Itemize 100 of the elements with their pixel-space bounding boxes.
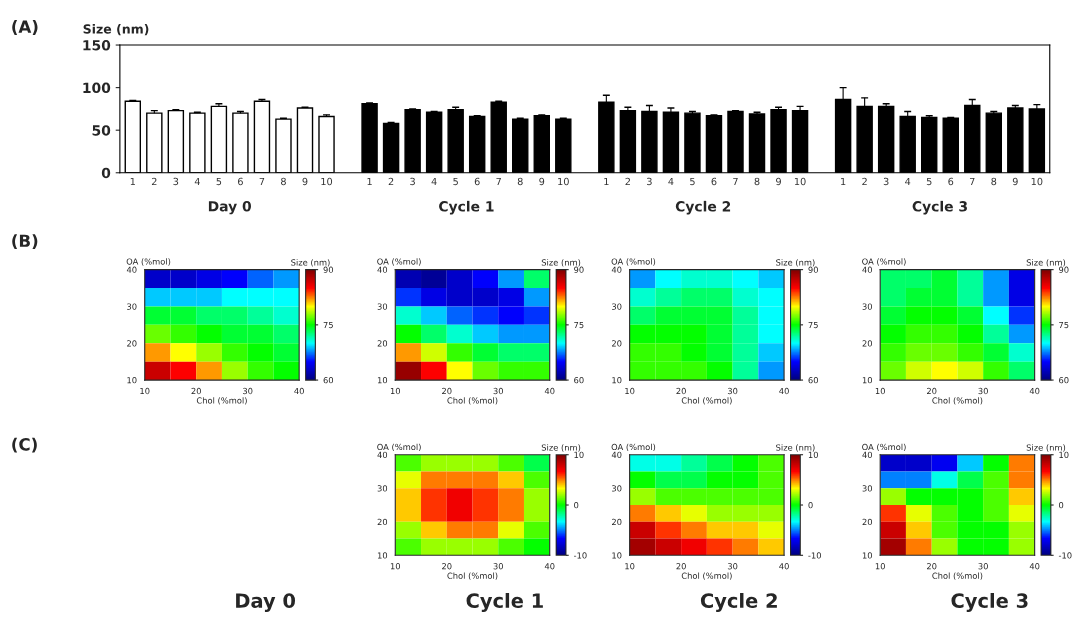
y-tick-label: 10	[377, 377, 388, 384]
x-tick-label: 40	[779, 563, 789, 570]
x-tick-label: 10	[875, 387, 885, 395]
x-tick-label: 40	[779, 387, 789, 395]
x-tick-label: 4	[905, 177, 911, 186]
y-axis-title: OA (%mol)	[377, 443, 421, 452]
x-tick-label: 2	[862, 177, 867, 186]
x-tick-label: 10	[558, 177, 569, 186]
x-tick-label: 8	[281, 177, 286, 186]
x-tick-label: 40	[544, 563, 555, 570]
x-tick-label: 6	[948, 177, 954, 186]
color-bar-label: -10	[808, 552, 821, 559]
y-tick-label: 40	[611, 451, 622, 459]
x-tick-label: 2	[151, 177, 157, 186]
x-tick-label: 20	[442, 387, 452, 395]
text: (C)	[12, 437, 37, 453]
text: Day 0	[236, 593, 296, 612]
x-tick-label: 10	[625, 387, 635, 395]
x-tick-label: 5	[926, 177, 932, 186]
x-tick-label: 7	[259, 177, 265, 186]
x-tick-label: 1	[841, 177, 846, 186]
color-bar-title: Size (nm)	[541, 259, 581, 267]
x-tick-label: 10	[140, 387, 150, 395]
x-tick-label: 9	[1012, 177, 1018, 186]
color-bar-label: 75	[1059, 321, 1069, 329]
color-bar-label: -10	[1058, 552, 1072, 559]
y-tick-label: 20	[862, 340, 873, 347]
x-tick-label: 7	[496, 177, 501, 186]
color-bar-label: 10	[808, 451, 818, 459]
y-tick-label: 150	[83, 40, 111, 51]
y-axis-title: OA (%mol)	[862, 258, 906, 266]
y-axis-title: Size (nm)	[83, 24, 149, 36]
y-tick-label: 40	[126, 266, 137, 273]
x-tick-label: 5	[453, 177, 458, 186]
y-tick-label: 30	[377, 303, 388, 310]
x-tick-label: 2	[625, 177, 630, 186]
x-tick-label: 20	[926, 387, 937, 395]
color-bar-label: 0	[1059, 502, 1064, 509]
x-tick-label: 10	[390, 563, 401, 570]
color-bar-label: 0	[808, 502, 813, 509]
x-tick-label: 4	[431, 177, 437, 186]
x-tick-label: 1	[130, 177, 135, 186]
x-tick-label: 6	[238, 177, 243, 186]
y-axis-title: OA (%mol)	[611, 258, 656, 266]
color-bar-label: 0	[574, 502, 579, 509]
x-tick-label: 6	[474, 177, 480, 186]
y-axis-title: OA (%mol)	[377, 258, 421, 266]
x-axis-title: Chol (%mol)	[681, 572, 732, 580]
text: Cycle 2	[700, 592, 777, 612]
x-axis-title: Chol (%mol)	[196, 397, 247, 405]
x-tick-label: 30	[978, 563, 988, 570]
color-bar-title: Size (nm)	[541, 444, 581, 452]
y-tick-label: 20	[377, 518, 388, 526]
color-bar-label: 75	[574, 321, 584, 329]
x-tick-label: 3	[173, 177, 179, 186]
color-bar-label: 10	[574, 451, 584, 459]
x-axis-title: Chol (%mol)	[932, 397, 983, 405]
y-axis-title: OA (%mol)	[611, 443, 656, 452]
color-bar-label: 75	[323, 321, 333, 329]
text: Cycle 3	[951, 592, 1028, 612]
y-tick-label: 40	[862, 266, 873, 273]
x-tick-label: 10	[390, 387, 401, 395]
y-axis-title: OA (%mol)	[126, 258, 171, 266]
text: Cycle 2	[675, 200, 731, 215]
color-bar-label: 60	[574, 377, 584, 384]
color-bar-label: 75	[808, 321, 818, 329]
x-tick-label: 20	[676, 563, 686, 570]
x-tick-label: 20	[926, 563, 937, 570]
x-tick-label: 20	[676, 387, 686, 395]
x-tick-label: 10	[625, 563, 635, 570]
y-tick-label: 100	[83, 82, 111, 94]
x-tick-label: 40	[294, 387, 304, 395]
color-bar-label: 90	[574, 266, 584, 273]
x-tick-label: 3	[883, 177, 889, 186]
x-tick-label: 20	[191, 387, 201, 395]
color-bar-label: 90	[808, 266, 818, 273]
x-tick-label: 40	[544, 387, 555, 395]
x-tick-label: 7	[969, 177, 975, 186]
x-tick-label: 8	[754, 177, 760, 186]
x-tick-label: 6	[711, 177, 717, 186]
y-tick-label: 20	[377, 340, 388, 347]
x-tick-label: 4	[668, 177, 674, 186]
color-bar-title: Size (nm)	[1026, 259, 1066, 267]
text: Cycle 1	[466, 592, 543, 612]
y-tick-label: 20	[862, 518, 873, 526]
x-tick-label: 30	[493, 563, 503, 570]
text: (A)	[12, 20, 38, 35]
text: (B)	[12, 234, 38, 249]
x-tick-label: 9	[539, 177, 545, 186]
y-tick-label: 50	[92, 125, 111, 136]
y-tick-label: 10	[862, 377, 873, 384]
y-tick-label: 40	[611, 266, 622, 273]
x-tick-label: 8	[991, 177, 997, 186]
x-axis-title: Chol (%mol)	[932, 572, 983, 580]
y-tick-label: 0	[101, 167, 111, 179]
x-tick-label: 5	[216, 177, 222, 186]
x-tick-label: 40	[1029, 563, 1040, 570]
color-bar-label: -10	[573, 552, 587, 559]
x-tick-label: 4	[194, 177, 200, 186]
color-bar-label: 60	[808, 377, 818, 384]
